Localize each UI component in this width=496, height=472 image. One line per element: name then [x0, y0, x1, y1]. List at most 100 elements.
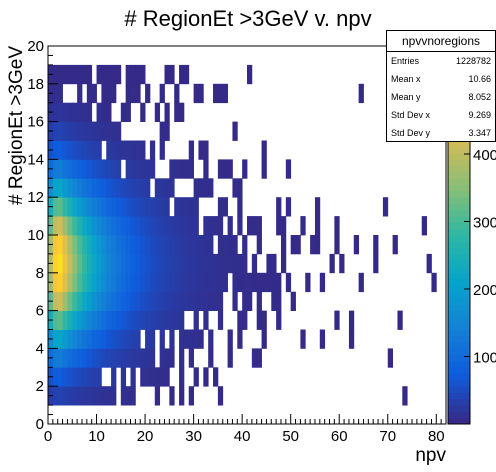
heatmap-cell [242, 159, 248, 179]
stats-title: npvvnoregions [387, 31, 495, 52]
heatmap-cell [208, 216, 214, 236]
heatmap-cell [149, 272, 156, 293]
heatmap-cell [81, 159, 88, 179]
heatmap-cell [77, 386, 83, 406]
heatmap-cell [149, 367, 156, 387]
heatmap-cell [91, 310, 97, 330]
heatmap-cell [130, 159, 136, 179]
heatmap-cell [203, 235, 209, 255]
heatmap-cell [256, 310, 262, 330]
heatmap-cell [261, 272, 267, 293]
heatmap-cell [62, 121, 68, 141]
heatmap-cell [130, 329, 136, 349]
heatmap-cell [86, 235, 93, 255]
heatmap-cell [86, 197, 93, 217]
heatmap-cell [159, 121, 165, 141]
heatmap-cell [169, 159, 175, 179]
heatmap-cell [285, 159, 292, 179]
heatmap-cell [251, 216, 258, 236]
heatmap-cell [242, 310, 248, 330]
heatmap-cell [72, 291, 78, 311]
heatmap-cell [271, 291, 277, 311]
heatmap-cell [106, 310, 112, 330]
colorbar-step [448, 241, 470, 249]
heatmap-cell [431, 272, 437, 293]
heatmap-cell [140, 159, 146, 179]
heatmap-cell [237, 178, 243, 198]
heatmap-cell [96, 178, 102, 198]
heatmap-cell [111, 310, 117, 330]
y-tick-label: 18 [27, 76, 44, 93]
heatmap-cell [154, 216, 161, 236]
heatmap-cell [101, 159, 107, 179]
heatmap-cell [130, 140, 136, 160]
heatmap-cell [159, 83, 165, 104]
heatmap-cell [145, 367, 151, 387]
heatmap-cell [164, 253, 170, 274]
y-tick-label: 6 [36, 303, 44, 320]
heatmap-cell [57, 386, 63, 406]
heatmap-cell [174, 159, 180, 179]
heatmap-cell [91, 197, 97, 217]
heatmap-cell [101, 102, 107, 122]
heatmap-cell [358, 272, 364, 293]
heatmap-cell [72, 140, 78, 160]
heatmap-cell [106, 348, 112, 368]
heatmap-cell [179, 367, 185, 387]
heatmap-cell [72, 386, 78, 406]
heatmap-cell [115, 291, 122, 311]
heatmap-cell [402, 386, 408, 406]
heatmap-cell [179, 235, 185, 255]
y-axis-label: # RegionEt >3GeV [6, 46, 27, 205]
colorbar-step [448, 342, 470, 349]
heatmap-cells [48, 64, 437, 406]
heatmap-cell [67, 178, 73, 198]
heatmap-cell [203, 310, 209, 330]
heatmap-cell [154, 235, 161, 255]
heatmap-cell [91, 140, 97, 160]
stats-value: 8.052 [468, 92, 491, 102]
heatmap-cell [183, 272, 190, 293]
heatmap-cell [149, 216, 156, 236]
heatmap-cell [319, 272, 326, 293]
heatmap-cell [140, 291, 146, 311]
heatmap-cell [208, 235, 214, 255]
heatmap-cell [120, 348, 127, 368]
heatmap-cell [77, 348, 83, 368]
heatmap-cell [154, 367, 161, 387]
heatmap-cell [169, 348, 175, 368]
heatmap-cell [57, 367, 63, 387]
heatmap-cell [86, 291, 93, 311]
heatmap-cell [81, 64, 88, 85]
heatmap-cell [348, 329, 355, 349]
heatmap-cell [77, 216, 83, 236]
heatmap-cell [115, 159, 122, 179]
heatmap-cell [179, 159, 185, 179]
heatmap-cell [130, 367, 136, 387]
heatmap-cell [57, 121, 63, 141]
heatmap-cell [213, 291, 219, 311]
heatmap-cell [101, 291, 107, 311]
heatmap-cell [135, 272, 141, 293]
heatmap-cell [256, 235, 262, 255]
heatmap-cell [203, 178, 209, 198]
heatmap-cell [188, 197, 195, 217]
heatmap-cell [57, 272, 63, 293]
heatmap-cell [179, 310, 185, 330]
heatmap-cell [188, 291, 195, 311]
heatmap-cell [140, 178, 146, 198]
heatmap-cell [169, 386, 175, 406]
heatmap-cell [164, 367, 170, 387]
heatmap-cell [72, 235, 78, 255]
colorbar-step [448, 222, 470, 230]
heatmap-cell [130, 253, 136, 274]
heatmap-cell [183, 253, 190, 274]
heatmap-cell [164, 64, 170, 85]
heatmap-cell [52, 310, 59, 330]
heatmap-cell [256, 216, 262, 236]
x-tick-label: 80 [428, 428, 445, 445]
heatmap-cell [213, 83, 219, 104]
heatmap-cell [300, 216, 306, 236]
heatmap-cell [91, 121, 97, 141]
heatmap-cell [91, 329, 97, 349]
